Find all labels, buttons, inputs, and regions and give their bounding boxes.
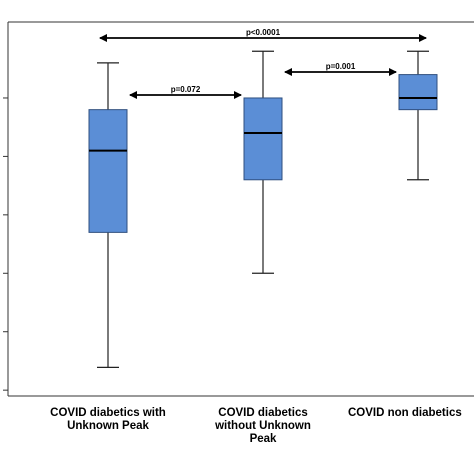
x-category-label-2: COVID diabetics without Unknown Peak xyxy=(215,407,311,445)
comparison-1: p=0.072 xyxy=(129,85,242,99)
box-3 xyxy=(398,50,438,181)
x-category-label-3: COVID non diabetics xyxy=(348,407,462,419)
p-value-label-1: p=0.072 xyxy=(171,85,201,94)
iqr-box-3 xyxy=(398,74,438,111)
comparison-2: p=0.001 xyxy=(284,62,397,76)
iqr-box-2 xyxy=(243,97,283,181)
p-value-label-2: p=0.001 xyxy=(326,62,356,71)
box-2 xyxy=(243,50,283,274)
iqr-box-1 xyxy=(88,109,128,233)
p-value-label-3: p<0.0001 xyxy=(246,28,281,37)
comparison-3: p<0.0001 xyxy=(99,28,427,42)
box-1 xyxy=(88,62,128,368)
x-category-label-1: COVID diabetics with Unknown Peak xyxy=(50,407,166,432)
